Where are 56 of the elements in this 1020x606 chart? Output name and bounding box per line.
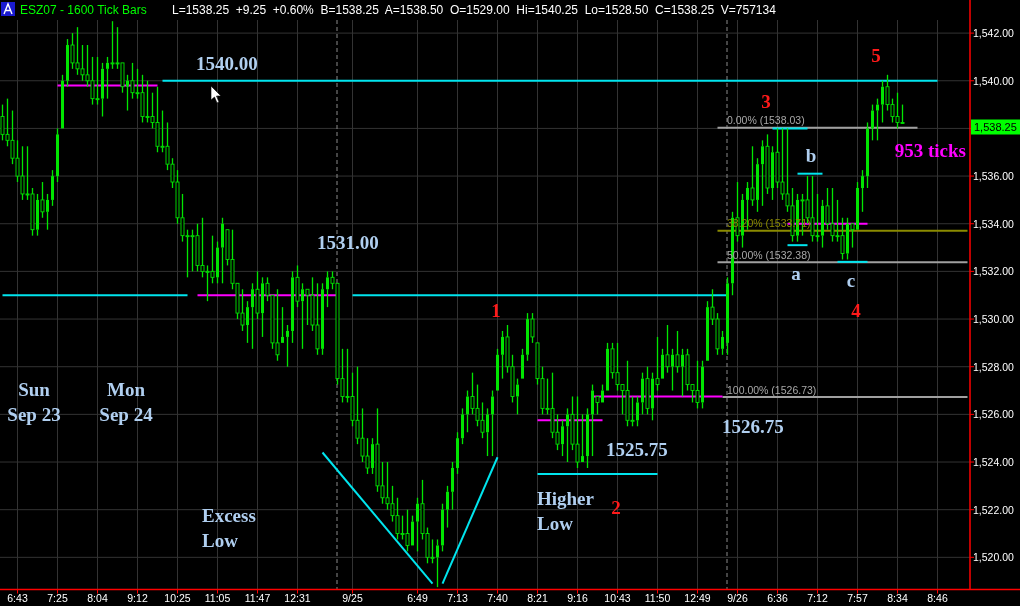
annotation: Excess Low bbox=[202, 505, 256, 551]
annotation: c bbox=[846, 270, 856, 291]
annotation: 1525.75 bbox=[606, 439, 668, 460]
annotation: 0.00% (1538.03) bbox=[727, 114, 805, 126]
x-tick-label: 7:25 bbox=[47, 592, 68, 604]
x-tick-label: 6:49 bbox=[407, 592, 428, 604]
x-tick-label: 8:21 bbox=[527, 592, 548, 604]
x-tick-label: 7:12 bbox=[807, 592, 828, 604]
y-tick-label: 1,528.00 bbox=[973, 360, 1015, 373]
annotation: Mon Sep 24 bbox=[99, 379, 154, 425]
x-tick-label: 9:12 bbox=[127, 592, 148, 604]
y-tick-label: 1,530.00 bbox=[973, 313, 1015, 326]
x-tick-label: 8:34 bbox=[887, 592, 908, 604]
x-tick-label: 8:04 bbox=[87, 592, 108, 604]
x-tick-label: 6:36 bbox=[767, 592, 788, 604]
x-tick-label: 7:57 bbox=[847, 592, 868, 604]
annotation: 3 bbox=[761, 91, 771, 112]
annotation: 1540.00 bbox=[196, 53, 258, 74]
y-tick-label: 1,520.00 bbox=[973, 551, 1015, 564]
x-tick-label: 9/26 bbox=[727, 592, 748, 604]
x-tick-label: 12:31 bbox=[284, 592, 311, 604]
x-tick-label: 10:43 bbox=[604, 592, 631, 604]
annotation: 953 ticks bbox=[894, 140, 966, 161]
annotation: 2 bbox=[611, 497, 621, 518]
y-tick-label: 1,524.00 bbox=[973, 456, 1015, 469]
text: 1,538.25 bbox=[974, 120, 1017, 133]
x-tick-label: 9:16 bbox=[567, 592, 588, 604]
annotation: 4 bbox=[851, 300, 862, 321]
chart-subtitle: L=1538.25 +9.25 +0.60% B=1538.25 A=1538.50 O=1529.00 Hi=1540.25 Lo=1528.50 C=1538.25 V=757134 bbox=[172, 3, 777, 17]
x-tick-label: 9/25 bbox=[342, 592, 363, 604]
y-tick-label: 1,536.00 bbox=[973, 170, 1015, 183]
annotation: 1526.75 bbox=[722, 416, 784, 437]
annotation: Sun Sep 23 bbox=[7, 379, 61, 425]
annotation: Higher Low bbox=[537, 488, 595, 534]
y-tick-label: 1,542.00 bbox=[973, 27, 1015, 40]
x-tick-label: 11:47 bbox=[244, 592, 271, 604]
annotation: b bbox=[805, 145, 817, 166]
annotation: 1531.00 bbox=[317, 232, 379, 253]
chart-title: ESZ07 - 1600 Tick Bars bbox=[20, 3, 147, 17]
x-tick-label: 11:50 bbox=[644, 592, 671, 604]
y-tick-label: 1,532.00 bbox=[973, 265, 1015, 278]
y-tick-label: 1,534.00 bbox=[973, 217, 1015, 230]
annotation: 5 bbox=[871, 45, 881, 66]
y-tick-label: 1,540.00 bbox=[973, 74, 1015, 87]
x-tick-label: 7:40 bbox=[487, 592, 508, 604]
x-tick-label: 11:05 bbox=[204, 592, 231, 604]
x-tick-label: 10:25 bbox=[164, 592, 191, 604]
x-tick-label: 7:13 bbox=[447, 592, 468, 604]
annotation: 100.00% (1526.73) bbox=[727, 383, 817, 396]
annotation: 1 bbox=[491, 300, 501, 321]
x-tick-label: 6:43 bbox=[7, 592, 28, 604]
x-tick-label: 12:49 bbox=[684, 592, 711, 604]
y-tick-label: 1,526.00 bbox=[973, 408, 1015, 421]
y-tick-label: 1,522.00 bbox=[973, 503, 1015, 516]
x-tick-label: 8:46 bbox=[927, 592, 948, 604]
annotation: a bbox=[791, 263, 802, 284]
